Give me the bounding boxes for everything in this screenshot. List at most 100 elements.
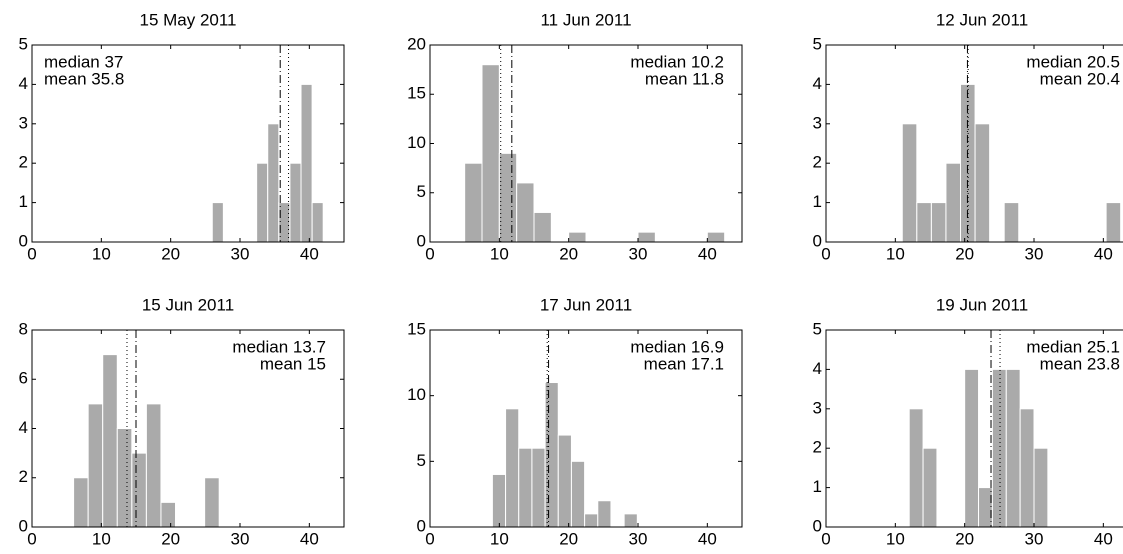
histogram-bar [1105,202,1122,243]
histogram-bar [1033,447,1049,528]
y-tick-label: 2 [19,467,28,486]
axes-box [31,44,345,243]
y-tick-label: 5 [813,319,822,338]
y-tick-label: 1 [19,192,28,211]
histogram-bar [516,182,535,243]
x-tick-label: 40 [698,244,717,263]
y-tick-label: 1 [813,477,822,496]
histogram-bar [73,477,89,528]
x-tick-label: 40 [698,529,717,548]
x-tick-label: 20 [955,529,974,548]
median-annotation: median 25.1 [1026,337,1120,356]
y-tick-label: 0 [19,516,28,535]
histogram-bar [584,513,599,528]
histogram-bar [533,211,552,243]
x-tick-label: 10 [490,244,509,263]
median-annotation: median 37 [44,52,123,71]
y-tick-label: 3 [813,113,822,132]
mean-annotation: mean 11.8 [645,69,724,88]
histogram-bar [623,513,638,528]
x-tick-label: 30 [1025,244,1044,263]
histogram-bar [87,403,104,528]
histogram-bar [289,162,302,243]
histogram-bar [706,231,726,243]
x-tick-label: 10 [490,529,509,548]
histogram-bar [464,162,483,243]
x-tick-label: 30 [231,244,250,263]
x-tick-label: 10 [886,529,905,548]
x-tick-label: 30 [1025,529,1044,548]
histogram-bar [991,368,1007,528]
histogram-bar [204,477,220,528]
median-annotation: median 10.2 [630,52,724,71]
mean-annotation: mean 15 [260,354,326,373]
subplot: 17 Jun 2011 0 10 20 30 40 0 5 10 15 median 16.9mea… [407,295,743,548]
y-tick-label: 4 [813,74,822,93]
histogram-bar [978,487,993,528]
x-tick-label: 40 [300,529,319,548]
y-tick-label: 0 [19,231,28,250]
histogram-bar [481,64,500,243]
histogram-bar [922,447,938,528]
histogram-bar [568,231,587,243]
histogram-bar [498,152,518,243]
histogram-bar [908,408,924,528]
x-tick-label: 10 [92,244,111,263]
histogram-bar [1019,408,1035,528]
x-tick-label: 20 [161,529,180,548]
x-tick-label: 30 [231,529,250,548]
y-tick-label: 0 [813,231,822,250]
histogram-bar [974,123,991,243]
histogram-bar [930,202,947,243]
y-tick-label: 10 [407,133,426,152]
subplot-title: 11 Jun 2011 [540,10,631,29]
axes-box [429,329,743,528]
x-tick-label: 0 [821,529,830,548]
histogram-bar [131,452,147,528]
x-tick-label: 0 [821,244,830,263]
histogram-bar [518,447,533,528]
histogram-bar [1003,202,1020,243]
y-tick-label: 15 [407,319,426,338]
x-tick-label: 0 [425,244,434,263]
histogram-bar [964,368,980,528]
y-tick-label: 15 [407,84,426,103]
subplot-title: 12 Jun 2011 [936,10,1028,29]
histogram-bar [300,83,313,243]
x-tick-label: 30 [629,244,648,263]
x-tick-label: 0 [425,529,434,548]
histogram-bar [945,162,962,243]
x-tick-label: 20 [559,529,578,548]
x-tick-label: 40 [1094,529,1113,548]
histogram-bar [901,123,918,243]
histogram-bar [557,434,572,528]
y-tick-label: 2 [813,153,822,172]
x-tick-label: 20 [955,244,974,263]
y-tick-label: 2 [813,438,822,457]
y-tick-label: 3 [19,113,28,132]
y-tick-label: 8 [19,319,28,338]
mean-annotation: mean 17.1 [644,354,724,373]
axes-box [825,44,1123,243]
histogram-bar [267,123,280,243]
mean-annotation: mean 35.8 [44,69,124,88]
y-tick-label: 2 [19,153,28,172]
subplot-title: 15 May 2011 [139,10,236,29]
x-tick-label: 40 [1094,244,1113,263]
x-tick-label: 20 [161,244,180,263]
y-tick-label: 5 [417,182,426,201]
histogram-bar [256,162,269,243]
histogram-bar [570,460,586,528]
x-tick-label: 10 [92,529,111,548]
y-tick-label: 0 [813,516,822,535]
y-tick-label: 5 [19,34,28,53]
histogram-bar [505,408,520,528]
x-tick-label: 0 [27,529,36,548]
x-tick-label: 0 [27,244,36,263]
median-annotation: median 16.9 [630,337,724,356]
subplot-title: 17 Jun 2011 [540,295,632,314]
subplot: 12 Jun 2011 0 10 20 30 40 0 1 2 3 4 5 median 20.5mea… [813,10,1123,263]
histogram-bar [211,202,224,243]
